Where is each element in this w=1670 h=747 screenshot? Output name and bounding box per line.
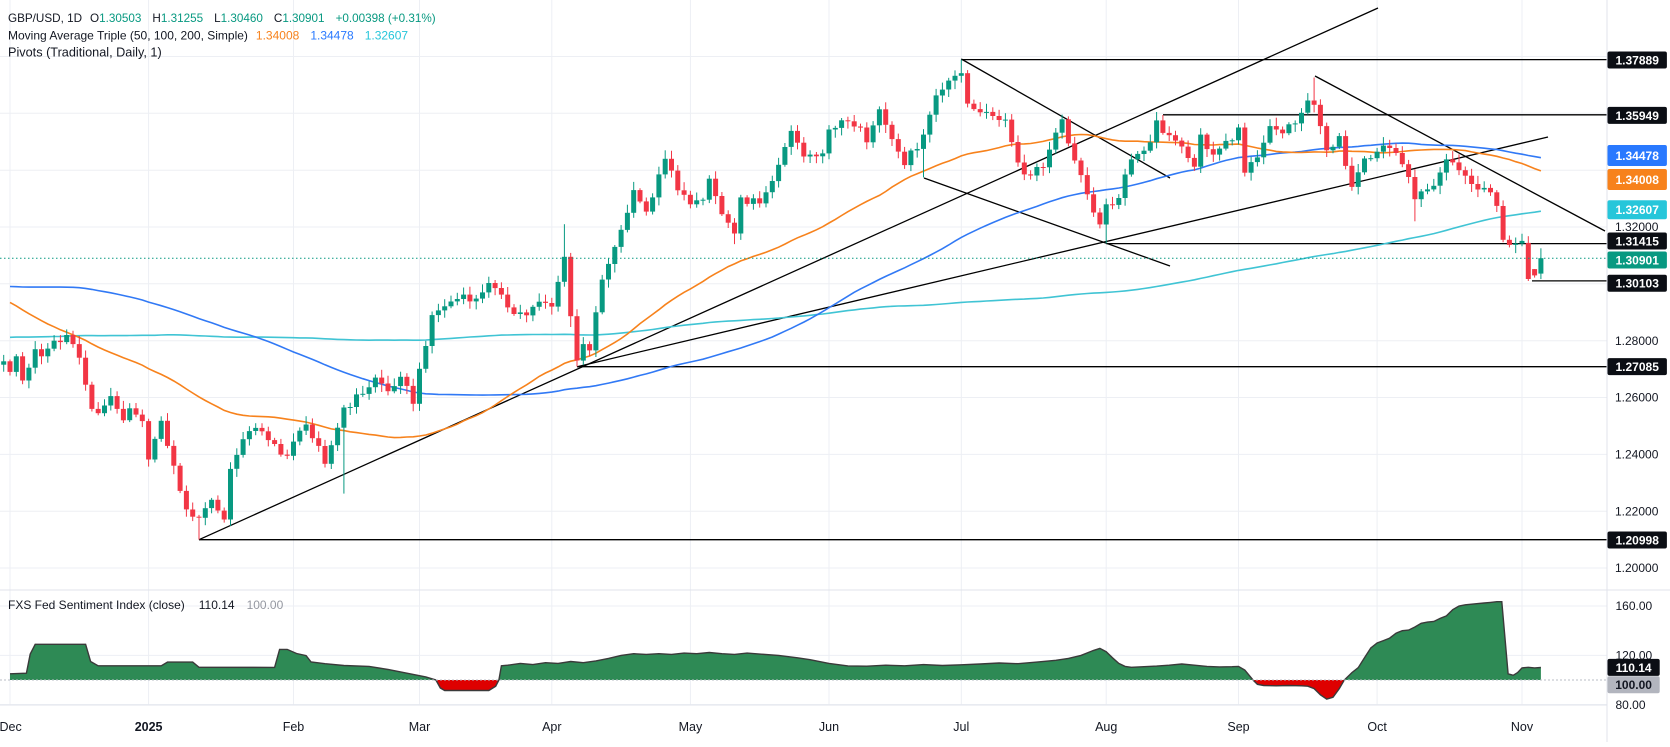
svg-text:May: May [679,720,703,734]
svg-text:1.27085: 1.27085 [1616,360,1660,374]
svg-text:1.35949: 1.35949 [1616,109,1660,123]
svg-text:Nov: Nov [1511,720,1534,734]
svg-text:Dec: Dec [0,720,22,734]
svg-text:1.30103: 1.30103 [1616,277,1660,291]
svg-text:1.20000: 1.20000 [1615,561,1659,575]
svg-text:Oct: Oct [1367,720,1387,734]
svg-text:1.26000: 1.26000 [1615,391,1659,405]
svg-text:Pivots (Traditional, Daily, 1): Pivots (Traditional, Daily, 1) [8,46,162,60]
svg-text:1.34478: 1.34478 [1616,149,1660,163]
svg-text:1.31415: 1.31415 [1616,234,1660,248]
svg-text:FXS Fed Sentiment Index (close: FXS Fed Sentiment Index (close) 110.14 100… [8,598,284,612]
svg-text:1.32000: 1.32000 [1615,220,1659,234]
svg-text:Apr: Apr [542,720,561,734]
svg-text:Aug: Aug [1095,720,1117,734]
svg-text:Jul: Jul [953,720,969,734]
svg-text:1.24000: 1.24000 [1615,448,1659,462]
svg-text:160.00: 160.00 [1616,599,1653,613]
svg-text:Moving Average Triple (50, 100: Moving Average Triple (50, 100, 200, Sim… [8,29,408,43]
svg-text:1.34008: 1.34008 [1616,173,1660,187]
svg-text:1.32607: 1.32607 [1616,203,1660,217]
svg-text:100.00: 100.00 [1615,678,1652,692]
svg-text:Mar: Mar [409,720,431,734]
svg-text:80.00: 80.00 [1616,698,1646,712]
svg-text:110.14: 110.14 [1616,661,1652,675]
svg-text:2025: 2025 [135,720,163,734]
svg-text:Jun: Jun [819,720,839,734]
svg-text:1.28000: 1.28000 [1615,334,1659,348]
svg-text:1.37889: 1.37889 [1616,53,1660,67]
svg-text:1.22000: 1.22000 [1615,504,1659,518]
svg-text:1.20998: 1.20998 [1616,533,1660,547]
svg-text:Sep: Sep [1227,720,1249,734]
svg-text:1.30901: 1.30901 [1616,253,1660,267]
svg-text:Feb: Feb [283,720,305,734]
